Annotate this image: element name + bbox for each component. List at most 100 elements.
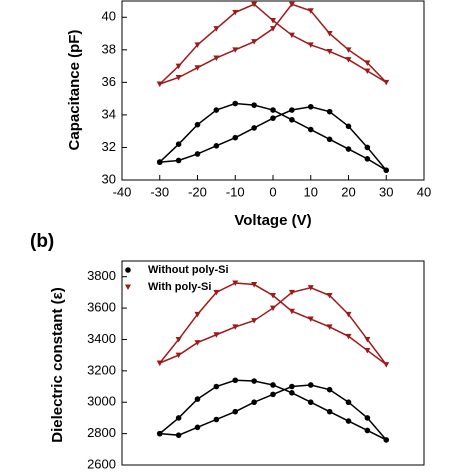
data-point: [364, 347, 371, 354]
x-axis-label: Voltage (V): [234, 212, 311, 229]
y-tick-label: 3400: [87, 331, 116, 346]
data-point: [156, 360, 163, 366]
legend-label: With poly-Si: [148, 281, 211, 293]
data-point: [270, 391, 276, 398]
data-point: [194, 42, 201, 48]
legend-marker: [125, 284, 131, 290]
y-tick-label: 32: [102, 139, 116, 154]
data-point: [232, 47, 239, 53]
y-tick-label: 30: [102, 171, 116, 186]
data-point: [213, 289, 220, 296]
data-point: [289, 107, 295, 113]
data-point: [307, 42, 314, 48]
series-line: [159, 102, 387, 171]
data-point: [270, 293, 276, 299]
data-point: [213, 143, 220, 149]
data-point: [364, 60, 371, 66]
data-point: [251, 399, 257, 406]
panel-label: (b): [30, 231, 54, 252]
data-point: [194, 340, 201, 346]
data-point: [345, 146, 352, 152]
data-point: [156, 81, 163, 87]
plot-frame: [121, 260, 425, 466]
data-point: [232, 9, 239, 16]
data-point: [232, 377, 239, 384]
data-point: [326, 408, 333, 415]
data-point: [194, 424, 201, 431]
data-point: [232, 100, 239, 107]
data-point: [307, 382, 314, 388]
data-point: [288, 1, 295, 8]
data-point: [232, 280, 239, 286]
data-point: [270, 26, 276, 32]
y-axis-label: Dielectric constant (ε): [49, 287, 66, 443]
data-point: [326, 324, 333, 330]
x-tick-label: -30: [150, 184, 169, 199]
legend-label: Without poly-Si: [148, 264, 229, 276]
data-point: [232, 134, 239, 141]
data-point: [213, 55, 220, 61]
data-point: [307, 103, 314, 110]
legend-marker: [125, 267, 131, 273]
y-tick-label: 3600: [87, 300, 116, 315]
y-tick-label: 3200: [87, 362, 116, 377]
data-point: [364, 427, 371, 434]
data-point: [288, 289, 295, 296]
data-point: [251, 318, 258, 324]
data-point: [213, 416, 220, 423]
y-tick-label: 40: [102, 9, 116, 24]
x-tick-label: 40: [417, 184, 431, 199]
data-point: [364, 68, 371, 74]
data-point: [345, 399, 352, 406]
data-point: [307, 126, 314, 133]
series-line: [159, 379, 387, 441]
data-point: [364, 144, 371, 151]
data-point: [289, 116, 295, 123]
y-tick-label: 3800: [87, 268, 116, 283]
data-point: [307, 285, 314, 291]
data-point: [288, 32, 295, 39]
y-tick-label: 36: [102, 74, 116, 89]
data-point: [175, 415, 182, 421]
data-point: [383, 167, 390, 174]
data-point: [156, 430, 163, 437]
data-point: [270, 115, 276, 121]
data-point: [251, 39, 258, 45]
data-point: [383, 437, 390, 443]
data-point: [213, 332, 220, 338]
data-point: [213, 107, 220, 113]
data-point: [307, 8, 314, 14]
x-tick-label: 30: [379, 184, 393, 199]
data-point: [194, 396, 201, 402]
data-point: [251, 102, 257, 108]
y-axis-label: Capacitance (pF): [66, 30, 83, 151]
y-tick-label: 38: [102, 41, 116, 56]
x-tick-label: -10: [226, 184, 245, 199]
data-point: [326, 386, 333, 393]
data-point: [326, 136, 333, 143]
data-point: [345, 123, 352, 130]
data-point: [345, 418, 352, 424]
data-point: [194, 121, 201, 128]
data-point: [307, 399, 314, 406]
series-line: [159, 3, 387, 85]
data-point: [326, 293, 333, 299]
data-point: [345, 47, 352, 53]
y-tick-label: 2600: [87, 456, 116, 471]
data-point: [175, 63, 182, 70]
data-point: [270, 107, 276, 113]
data-point: [270, 382, 276, 388]
data-point: [232, 408, 239, 415]
data-point: [345, 57, 352, 63]
data-point: [364, 336, 371, 343]
data-point: [326, 48, 333, 55]
data-point: [289, 383, 295, 390]
data-point: [307, 316, 314, 323]
data-point: [156, 159, 163, 165]
data-point: [175, 74, 182, 81]
data-point: [288, 308, 295, 315]
data-point: [175, 432, 182, 438]
data-point: [194, 311, 201, 318]
y-tick-label: 2800: [87, 425, 116, 440]
